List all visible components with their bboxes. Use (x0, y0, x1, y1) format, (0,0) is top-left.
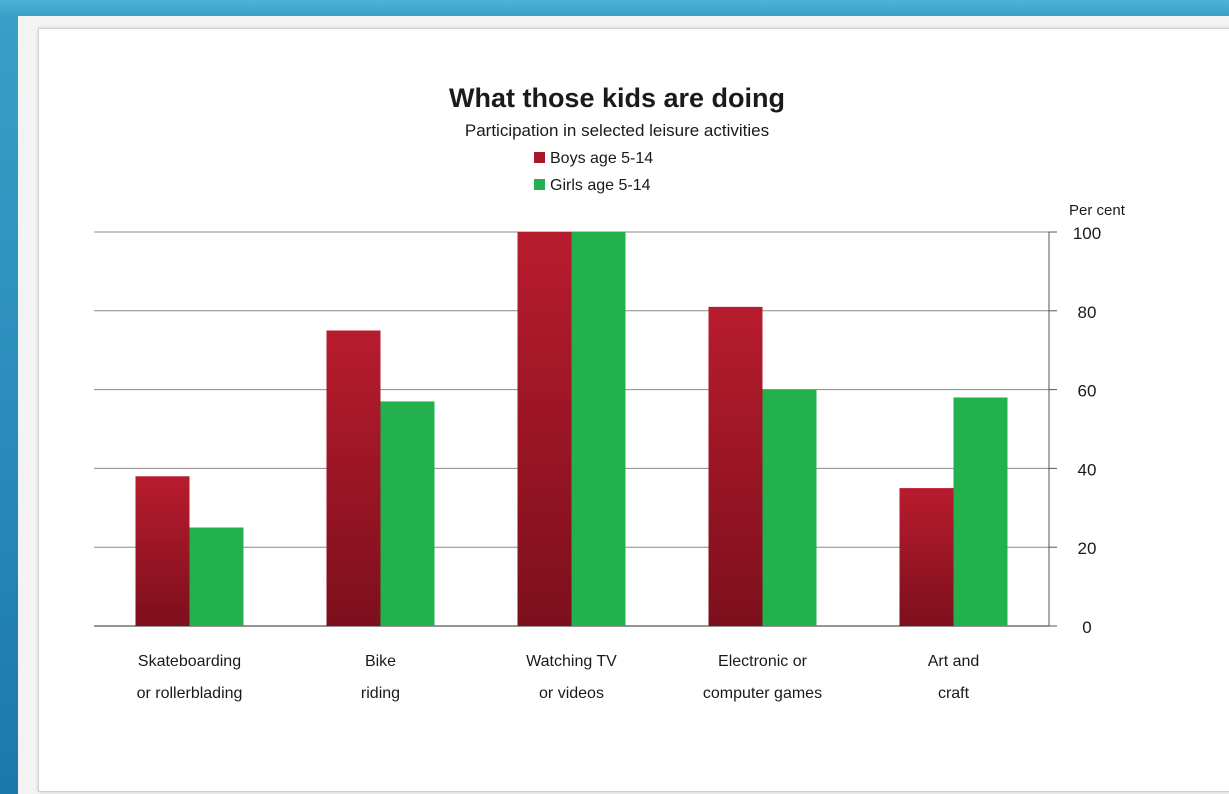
x-category-label: or videos (539, 685, 604, 702)
y-tick-label: 20 (1078, 539, 1097, 558)
x-category-label: Electronic or (718, 653, 808, 670)
y-tick-label: 40 (1078, 460, 1097, 479)
bar-boys (899, 488, 954, 626)
bar-boys (517, 232, 572, 626)
chart-title: What those kids are doing (449, 83, 785, 113)
x-category-label: riding (361, 685, 400, 702)
bars (135, 232, 1008, 626)
x-category-label: or rollerblading (137, 685, 243, 702)
bar-boys (326, 330, 381, 626)
bar-girls (953, 397, 1008, 626)
y-axis-ticks: 0 20 40 60 80 100 (1048, 224, 1101, 637)
x-category-label: Bike (365, 653, 396, 670)
y-tick-label: 100 (1073, 224, 1101, 243)
legend-label-boys: Boys age 5-14 (550, 150, 653, 167)
legend-label-girls: Girls age 5-14 (550, 177, 651, 194)
bar-girls (762, 389, 817, 626)
y-tick-label: 60 (1078, 382, 1097, 401)
legend-swatch-girls (534, 179, 545, 190)
x-category-label: computer games (703, 685, 822, 702)
x-category-label: Art and (928, 653, 980, 670)
x-category-label: Watching TV (526, 653, 617, 670)
legend-swatch-boys (534, 152, 545, 163)
bar-girls (571, 232, 626, 626)
bar-girls (380, 401, 435, 626)
x-category-label: craft (938, 685, 970, 702)
bar-boys (708, 306, 763, 626)
bar-boys (135, 476, 190, 626)
y-tick-label: 80 (1078, 303, 1097, 322)
bar-girls (189, 527, 244, 626)
x-category-label: Skateboarding (138, 653, 241, 670)
slide-panel: What those kids are doing Participation … (18, 16, 1229, 794)
x-axis-labels: Skateboarding or rollerblading Bike riding W… (137, 653, 980, 702)
y-axis-label: Per cent (1069, 202, 1126, 219)
y-tick-label: 0 (1082, 618, 1091, 637)
slide-top-band (0, 0, 1229, 16)
bar-chart: What those kids are doing Participation … (94, 83, 1126, 702)
legend: Boys age 5-14 Girls age 5-14 (534, 150, 653, 194)
chart-subtitle: Participation in selected leisure activi… (465, 121, 769, 140)
chart-card: What those kids are doing Participation … (38, 28, 1229, 792)
